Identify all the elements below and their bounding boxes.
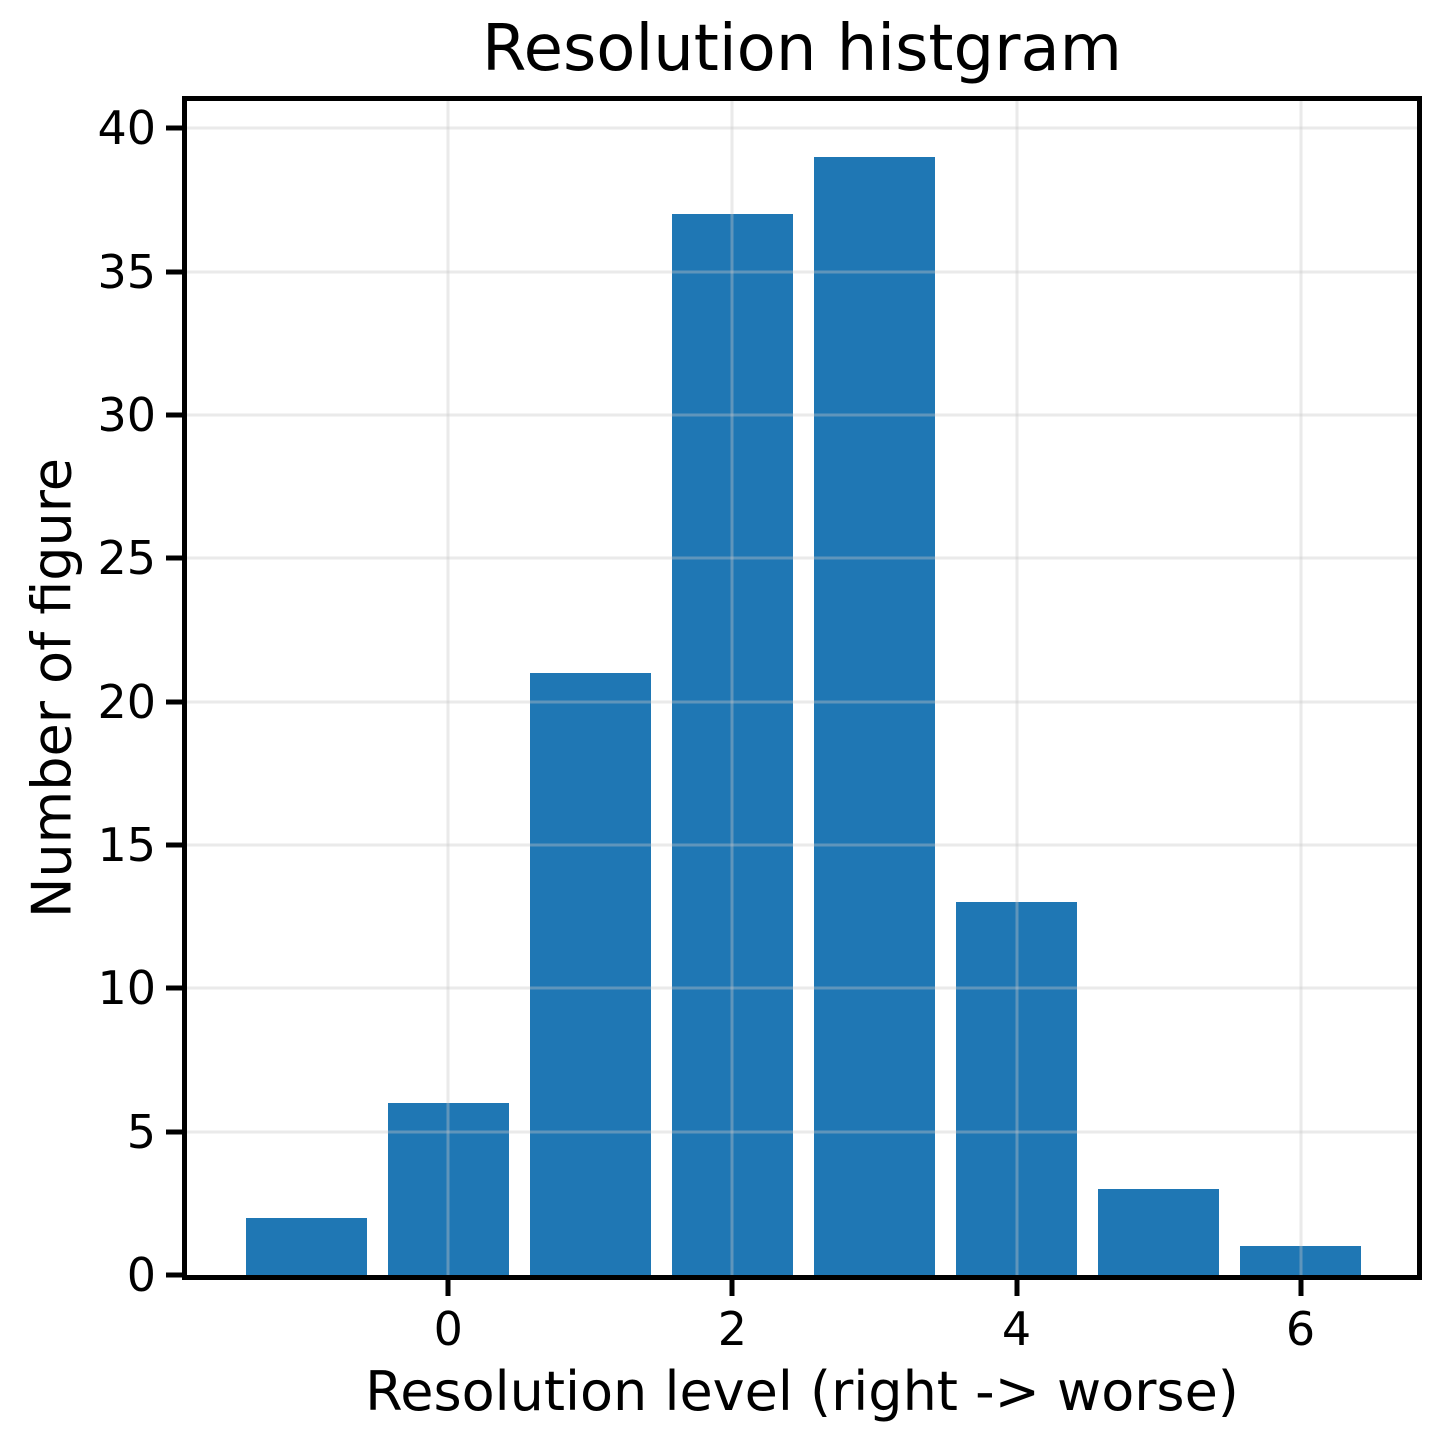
y-tick-label-0: 0: [126, 1248, 156, 1302]
y-tick-mark-5: [166, 1129, 182, 1135]
x-tick-label-2: 2: [717, 1302, 748, 1356]
chart-title: Resolution histgram: [481, 12, 1123, 86]
x-tick-label-6: 6: [1285, 1302, 1316, 1356]
x-tick-label-0: 0: [433, 1302, 463, 1356]
x-tick-mark-6: [1298, 1280, 1303, 1296]
gridline-y30: [187, 413, 1417, 417]
bar-x3: [814, 156, 935, 1275]
y-tick-label-30: 30: [97, 387, 156, 442]
gridline-x2: [730, 101, 734, 1275]
gridline-y40: [187, 126, 1417, 130]
x-tick-mark-4: [1014, 1280, 1019, 1296]
gridline-y20: [187, 700, 1417, 704]
y-tick-mark-35: [166, 269, 182, 275]
x-axis-label: Resolution level (right -> worse): [365, 1360, 1239, 1423]
x-tick-mark-2: [729, 1280, 735, 1296]
gridline-y25: [187, 556, 1417, 560]
gridline-y15: [187, 843, 1417, 847]
y-tick-label-15: 15: [97, 818, 156, 872]
y-tick-label-25: 25: [97, 531, 156, 586]
y-tick-mark-0: [166, 1272, 182, 1278]
gridline-y35: [187, 270, 1417, 274]
gridline-x0: [446, 101, 450, 1275]
y-tick-label-40: 40: [97, 101, 156, 156]
gridline-y5: [187, 1130, 1417, 1134]
x-tick-mark-0: [445, 1280, 451, 1296]
x-tick-label-4: 4: [1001, 1302, 1032, 1356]
y-tick-mark-15: [166, 842, 182, 848]
gridline-y10: [187, 986, 1417, 990]
y-tick-mark-10: [166, 985, 182, 991]
y-tick-label-5: 5: [126, 1104, 156, 1159]
gridline-x6: [1299, 101, 1302, 1275]
bar-x6: [1240, 1246, 1361, 1275]
gridline-x4: [1015, 101, 1018, 1275]
y-tick-mark-20: [166, 699, 182, 705]
y-tick-label-20: 20: [97, 674, 156, 729]
y-tick-mark-25: [166, 555, 182, 561]
bar-x-1: [245, 1217, 367, 1275]
y-tick-label-10: 10: [97, 961, 156, 1016]
y-tick-label-35: 35: [97, 244, 156, 299]
bar-x5: [1098, 1189, 1219, 1275]
y-tick-mark-30: [166, 412, 182, 418]
bar-x2: [672, 214, 793, 1275]
plot-area: [182, 96, 1422, 1280]
bar-x0: [388, 1103, 509, 1275]
bar-x4: [956, 902, 1077, 1275]
bar-x1: [530, 672, 651, 1275]
y-tick-mark-40: [166, 125, 182, 131]
